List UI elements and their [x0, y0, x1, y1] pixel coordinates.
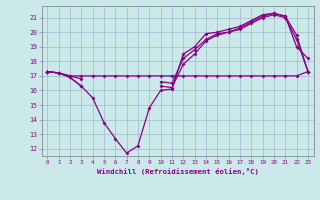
X-axis label: Windchill (Refroidissement éolien,°C): Windchill (Refroidissement éolien,°C): [97, 168, 259, 175]
